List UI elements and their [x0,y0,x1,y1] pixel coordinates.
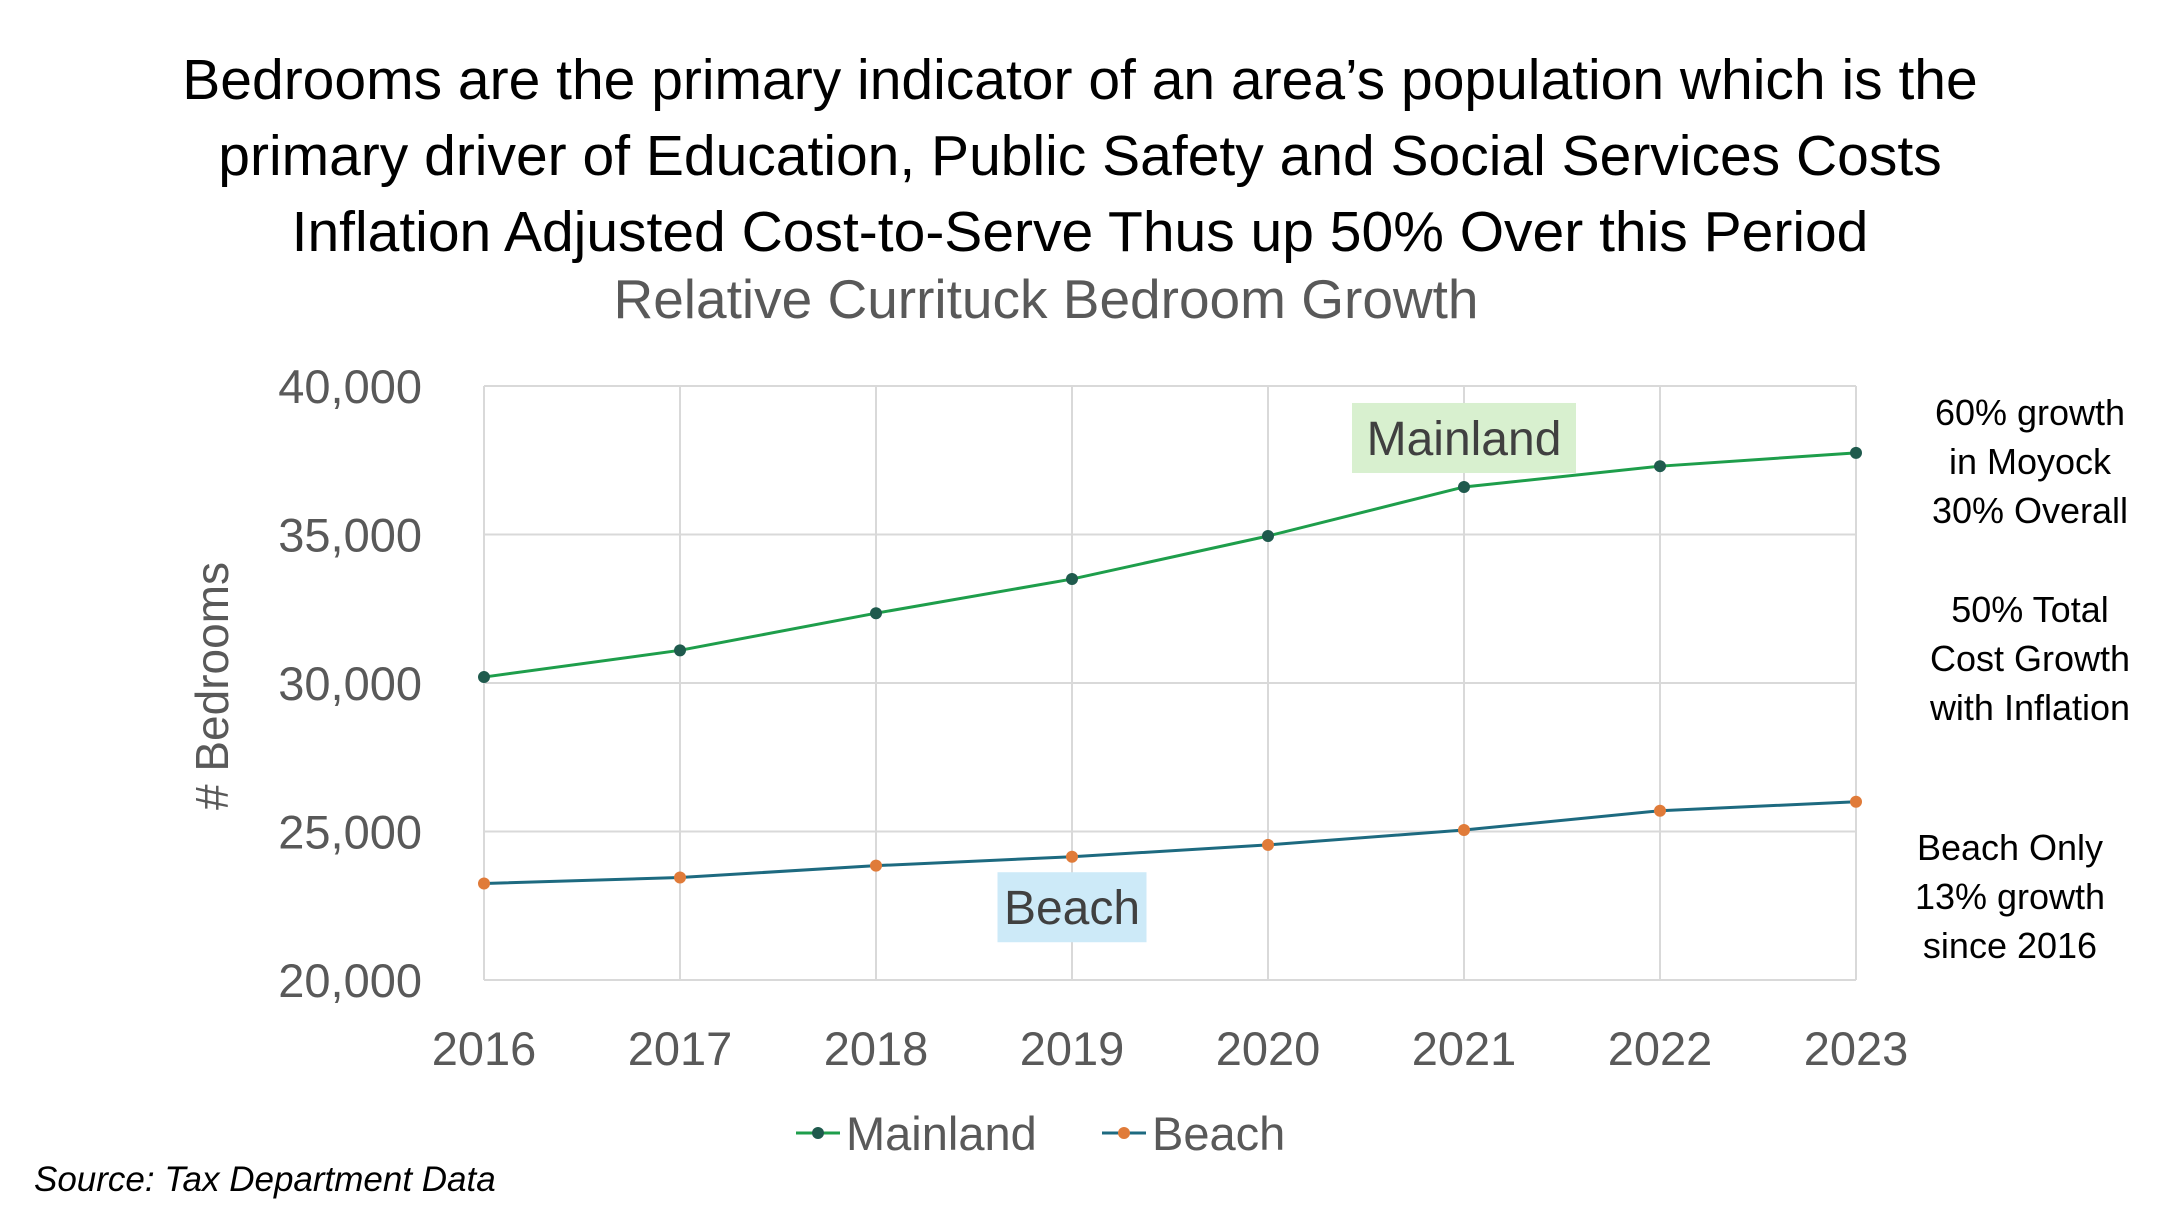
y-tick-label: 25,000 [278,806,422,859]
series-line-beach [483,800,1857,885]
series-label-bg-mainland [1352,402,1576,473]
labels-layer: Mainland Beach [997,402,1576,943]
data-point-beach [1066,850,1078,863]
series-label-beach: Beach [1004,882,1140,935]
legend-label-mainland: Mainland [846,1107,1037,1160]
x-tick-label: 2022 [1608,1022,1713,1075]
x-tick-label: 2017 [628,1022,733,1075]
y-tick-label: 35,000 [278,509,422,562]
note-line: 30% Overall [1931,490,2129,531]
note-line: 13% growth [1914,876,2106,917]
data-point-beach [674,871,686,884]
y-axis-label: # Bedrooms [186,562,238,810]
note-line: Beach Only [1916,827,2104,868]
grid [483,385,1857,981]
data-point-mainland [1262,529,1274,542]
series-label-mainland: Mainland [1367,413,1562,466]
x-tick-label: 2016 [432,1022,537,1075]
data-point-mainland [674,644,686,657]
note-line: 50% Total [1951,589,2109,630]
legend-marker-beach [1118,1127,1130,1139]
data-point-mainland [478,671,490,684]
mainland-growth-note: 60% growth in Moyock 30% Overall [1880,388,2160,535]
x-tick-label: 2021 [1412,1022,1517,1075]
data-point-beach [1262,838,1274,851]
axes: 20,000 25,000 30,000 35,000 40,000 2016 2017 20… [278,360,1908,1075]
data-point-beach [870,859,882,872]
x-tick-label: 2023 [1804,1022,1909,1075]
series-layer [478,446,1862,890]
headline-line-1: Bedrooms are the primary indicator of an… [182,48,1978,112]
legend: Mainland Beach [796,1107,1285,1160]
headline-line-2: primary driver of Education, Public Safe… [218,124,1942,188]
x-tick-label: 2018 [824,1022,929,1075]
data-point-beach [1850,795,1862,808]
data-point-mainland [1066,573,1078,586]
data-point-mainland [1654,460,1666,473]
data-point-mainland [1850,446,1862,459]
data-point-mainland [870,607,882,620]
series-label-bg-beach [997,872,1147,943]
note-line: since 2016 [1922,925,2098,966]
data-point-beach [1654,804,1666,817]
y-tick-label: 40,000 [278,360,422,413]
note-line: with Inflation [1929,687,2131,728]
data-point-beach [478,877,490,890]
source-note: Source: Tax Department Data [34,1160,496,1199]
y-tick-label: 30,000 [278,657,422,710]
x-tick-label: 2019 [1020,1022,1125,1075]
legend-marker-mainland [812,1127,824,1139]
headline: Bedrooms are the primary indicator of an… [0,42,2160,270]
x-tick-label: 2020 [1216,1022,1321,1075]
data-point-beach [1458,824,1470,837]
cost-growth-note: 50% Total Cost Growth with Inflation [1880,585,2160,732]
chart-title: Relative Currituck Bedroom Growth [613,268,1478,330]
note-line: 60% growth [1934,392,2126,433]
legend-label-beach: Beach [1152,1107,1285,1160]
note-line: in Moyock [1948,441,2112,482]
series-line-mainland [483,451,1857,679]
beach-growth-note: Beach Only 13% growth since 2016 [1860,823,2160,970]
y-tick-label: 20,000 [278,954,422,1007]
data-point-mainland [1458,480,1470,493]
note-line: Cost Growth [1929,638,2131,679]
headline-line-3: Inflation Adjusted Cost-to-Serve Thus up… [291,200,1869,264]
